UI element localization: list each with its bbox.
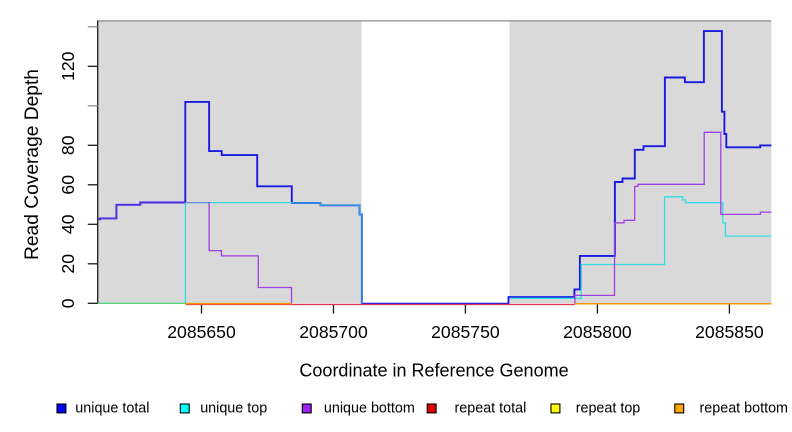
- svg-text:40: 40: [58, 214, 78, 234]
- svg-text:2085650: 2085650: [167, 322, 236, 342]
- svg-text:Read Coverage Depth: Read Coverage Depth: [22, 69, 43, 260]
- svg-text:Coordinate in Reference Genome: Coordinate in Reference Genome: [299, 360, 568, 380]
- svg-text:2085850: 2085850: [695, 322, 764, 342]
- svg-text:80: 80: [58, 135, 78, 155]
- svg-text:120: 120: [58, 51, 78, 81]
- svg-text:unique total: unique total: [75, 400, 149, 416]
- svg-text:60: 60: [58, 175, 78, 195]
- svg-text:0: 0: [58, 298, 78, 308]
- svg-text:repeat bottom: repeat bottom: [700, 400, 789, 416]
- svg-text:repeat top: repeat top: [576, 400, 641, 416]
- svg-text:repeat total: repeat total: [455, 400, 527, 416]
- svg-text:unique bottom: unique bottom: [324, 400, 415, 416]
- svg-text:2085750: 2085750: [431, 322, 500, 342]
- svg-text:20: 20: [58, 254, 78, 274]
- svg-text:2085800: 2085800: [563, 322, 632, 342]
- svg-text:unique top: unique top: [200, 400, 267, 416]
- svg-text:2085700: 2085700: [299, 322, 368, 342]
